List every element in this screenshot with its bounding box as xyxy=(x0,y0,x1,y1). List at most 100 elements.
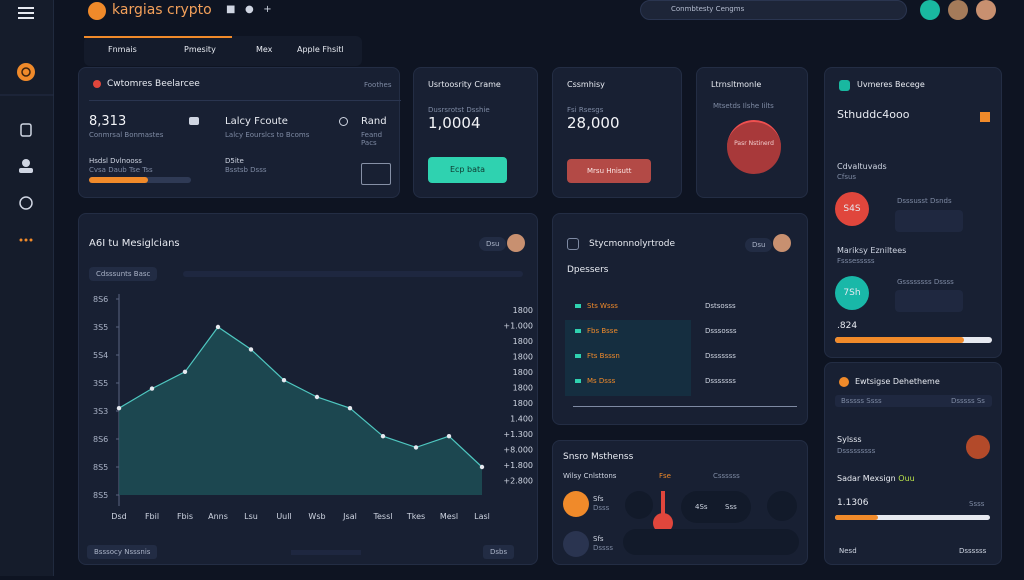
avatar xyxy=(773,234,791,252)
top-icons[interactable]: ■ ● + xyxy=(226,4,272,15)
progress-track xyxy=(89,177,191,183)
x-tick-label: Lasl xyxy=(474,512,490,521)
right-sub: Feand Pacs xyxy=(361,131,383,147)
button[interactable]: Ecp bata xyxy=(428,157,507,183)
label-sub: Dsssssssss xyxy=(837,447,876,455)
qr-box[interactable] xyxy=(361,163,391,185)
item-box xyxy=(895,290,963,312)
section-sub: Fsssesssss xyxy=(837,257,875,265)
icon xyxy=(980,112,990,122)
value-sub: Conmrsal Bonmastes xyxy=(89,131,164,139)
chip[interactable]: Fse xyxy=(659,472,671,480)
right-axis-label: +1.800 xyxy=(503,461,533,470)
footer-bar xyxy=(291,550,361,555)
filter-bar xyxy=(183,271,523,277)
slider[interactable] xyxy=(623,529,799,555)
point xyxy=(281,378,287,383)
point xyxy=(314,394,320,400)
right-axis-label: +2.800 xyxy=(503,477,533,486)
card-title: Stycmonnolyrtrode xyxy=(589,239,676,249)
y-tick-label: 3S3 xyxy=(93,407,108,416)
filter[interactable]: Cdsssunts Basc xyxy=(89,267,158,281)
item-label: Sfs xyxy=(593,495,604,503)
x-tick-label: Wsb xyxy=(308,512,325,521)
footer-value: Dssssss xyxy=(959,547,987,555)
footer-chip[interactable]: Dsbs xyxy=(483,545,515,559)
point xyxy=(149,386,155,391)
row-label: Fts Bsssn xyxy=(587,352,620,360)
x-tick-label: Tessl xyxy=(372,512,392,521)
progress-track xyxy=(835,337,992,343)
circle-badge: S4S xyxy=(835,192,869,226)
area xyxy=(119,327,482,495)
footer-label: Nesd xyxy=(839,547,857,555)
knob[interactable] xyxy=(767,491,797,521)
avatar[interactable] xyxy=(920,0,940,20)
chart-title: A6I tu Mesiglcians xyxy=(89,238,180,249)
row xyxy=(835,395,992,407)
value-right: Ssss xyxy=(969,500,985,508)
card-title: Ewtsigse Dehetheme xyxy=(855,377,940,386)
card-sub: Mtsetds Ilshe Iilts xyxy=(713,102,774,110)
right-axis-label: +8.000 xyxy=(503,446,533,455)
section-title: Mariksy Ezniltees xyxy=(837,246,907,255)
tag: Ouu xyxy=(898,474,915,483)
icon xyxy=(339,117,348,126)
row-label: Bsssss Ssss xyxy=(841,397,882,405)
item-sub: Dssss xyxy=(593,544,613,552)
card-title: Cwtomres Beelarcee xyxy=(107,79,200,89)
right-axis-label: 1800 xyxy=(513,399,533,408)
footer-chip[interactable]: Bsssocy Nsssnis xyxy=(87,545,158,559)
link[interactable]: Foothes xyxy=(364,81,392,89)
y-tick-label: 8S5 xyxy=(93,463,108,472)
item-label: Sfs xyxy=(593,535,604,543)
x-tick-label: Lsu xyxy=(244,512,258,521)
icon xyxy=(563,491,589,517)
item-label: Gssssssss Dssss xyxy=(897,278,954,286)
value: 8,313 xyxy=(89,114,127,129)
tab[interactable]: Apple Fhsitl xyxy=(297,45,344,54)
orders-card: Stycmonnolyrtrode Dsu Dpessers Sts Wsss D… xyxy=(552,213,808,425)
card-title: Ltrnsltmonle xyxy=(711,80,762,89)
avatar[interactable] xyxy=(976,0,996,20)
right-axis-label: +1.300 xyxy=(503,430,533,439)
x-tick-label: Uull xyxy=(276,512,291,521)
point xyxy=(347,406,353,411)
label: Sylsss xyxy=(837,435,862,444)
highlight xyxy=(565,320,691,396)
tab[interactable]: Fnmais xyxy=(108,45,137,54)
section-title: Dpessers xyxy=(567,265,609,275)
card-title: Usrtoosrity Crame xyxy=(428,80,501,89)
row-icon xyxy=(575,354,581,358)
item-box xyxy=(895,210,963,232)
point xyxy=(479,464,485,470)
point xyxy=(116,406,122,411)
chip[interactable]: Dsu xyxy=(745,238,773,252)
chip[interactable]: Dsu xyxy=(479,237,507,251)
circle-badge: 7Sh xyxy=(835,276,869,310)
tab[interactable]: Mex xyxy=(256,45,273,54)
section-title: Cdvaltuvads xyxy=(837,162,887,171)
tab[interactable]: Pmesity xyxy=(184,45,216,54)
stat-card: Usrtoosrity Crame Dusrsrotst Dsshie 1,00… xyxy=(413,67,538,198)
row-icon xyxy=(575,304,581,308)
tab-indicator xyxy=(84,36,232,38)
divider xyxy=(89,100,401,101)
icon xyxy=(966,435,990,459)
logo-text[interactable]: kargias crypto xyxy=(112,2,212,18)
value: Sthuddc4ooo xyxy=(837,108,910,121)
gauge-card: Ltrnsltmonle Mtsetds Ilshe Iilts Pasr Ns… xyxy=(696,67,808,198)
icon xyxy=(567,238,579,250)
row-icon xyxy=(575,379,581,383)
icon xyxy=(93,80,101,88)
button[interactable]: Mrsu Hnisutt xyxy=(567,159,651,183)
knob[interactable] xyxy=(653,513,673,533)
x-tick-label: Tkes xyxy=(406,512,425,521)
x-tick-label: Jsal xyxy=(342,512,357,521)
knob[interactable] xyxy=(625,491,653,519)
avatar[interactable] xyxy=(948,0,968,20)
search-box[interactable]: Conmbtesty Cengms xyxy=(640,0,907,20)
chart-card: A6I tu Mesiglcians Dsu Cdsssunts Basc 8S… xyxy=(78,213,538,565)
right-axis-label: 1800 xyxy=(513,306,533,315)
